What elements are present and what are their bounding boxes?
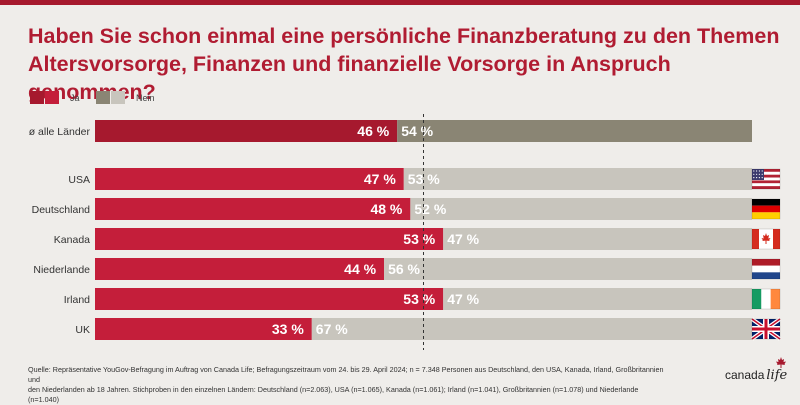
value-label-nein-3: 47 % bbox=[447, 231, 479, 247]
value-label-ja-6: 33 % bbox=[272, 321, 304, 337]
canada-flag-icon bbox=[751, 228, 781, 250]
legend-item-nein: Nein bbox=[96, 91, 155, 104]
bar-ja-5 bbox=[95, 288, 444, 310]
legend-swatch-ja-light bbox=[45, 91, 59, 104]
value-label-ja-0: 46 % bbox=[357, 123, 389, 139]
value-label-ja-5: 53 % bbox=[403, 291, 435, 307]
bar-ja-0 bbox=[95, 120, 398, 142]
category-label-0: ø alle Länder bbox=[29, 126, 91, 138]
logo-word-canada: canada bbox=[725, 368, 765, 382]
category-label-6: UK bbox=[75, 324, 90, 336]
legend-swatch-nein-light bbox=[111, 91, 125, 104]
footnote-line-2: den Niederlanden ab 18 Jahren. Stichprob… bbox=[28, 385, 639, 404]
value-label-ja-2: 48 % bbox=[370, 201, 402, 217]
bar-ja-3 bbox=[95, 228, 444, 250]
value-label-nein-2: 52 % bbox=[414, 201, 446, 217]
usa-flag-icon bbox=[751, 168, 781, 190]
chart-title: Haben Sie schon einmal eine persönliche … bbox=[28, 24, 780, 104]
canada-life-logo: canada life bbox=[725, 357, 788, 383]
maple-leaf-icon bbox=[776, 357, 786, 368]
value-label-nein-6: 67 % bbox=[316, 321, 348, 337]
value-label-nein-5: 47 % bbox=[447, 291, 479, 307]
value-label-ja-4: 44 % bbox=[344, 261, 376, 277]
bar-ja-4 bbox=[95, 258, 385, 280]
category-label-5: Irland bbox=[64, 294, 90, 306]
bar-nein-5 bbox=[443, 288, 752, 310]
value-label-nein-4: 56 % bbox=[388, 261, 420, 277]
ireland-flag-icon bbox=[751, 288, 781, 310]
bar-nein-3 bbox=[443, 228, 752, 250]
source-footnote: Quelle: Repräsentative YouGov-Befragung … bbox=[28, 365, 668, 405]
netherlands-flag-icon bbox=[751, 258, 781, 280]
bar-ja-2 bbox=[95, 198, 411, 220]
uk-flag-icon bbox=[750, 317, 782, 341]
legend-label-ja: Ja bbox=[70, 92, 80, 103]
value-label-ja-1: 47 % bbox=[364, 171, 396, 187]
category-label-1: USA bbox=[68, 174, 90, 186]
bar-nein-4 bbox=[384, 258, 752, 280]
value-label-nein-0: 54 % bbox=[401, 123, 433, 139]
legend-swatch-ja-dark bbox=[30, 91, 44, 104]
bar-ja-6 bbox=[95, 318, 312, 340]
top-accent-bar bbox=[0, 0, 800, 5]
bar-nein-0 bbox=[397, 120, 752, 142]
category-label-4: Niederlande bbox=[33, 264, 90, 276]
category-label-3: Kanada bbox=[54, 234, 90, 246]
value-label-ja-3: 53 % bbox=[403, 231, 435, 247]
logo-word-life: life bbox=[766, 368, 788, 383]
value-label-nein-1: 53 % bbox=[408, 171, 440, 187]
germany-flag-icon bbox=[751, 198, 781, 220]
footnote-line-1: Quelle: Repräsentative YouGov-Befragung … bbox=[28, 365, 664, 384]
bar-nein-2 bbox=[410, 198, 752, 220]
legend-swatch-nein-dark bbox=[96, 91, 110, 104]
category-label-2: Deutschland bbox=[32, 204, 91, 216]
bar-nein-1 bbox=[403, 168, 752, 190]
bar-nein-6 bbox=[311, 318, 752, 340]
legend-item-ja: Ja bbox=[30, 91, 80, 104]
bar-ja-1 bbox=[95, 168, 404, 190]
legend-label-nein: Nein bbox=[136, 92, 155, 103]
